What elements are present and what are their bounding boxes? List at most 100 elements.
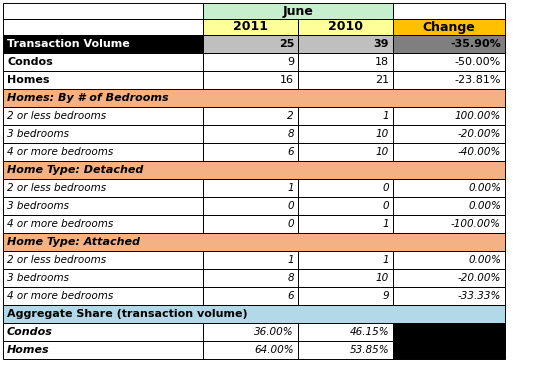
Text: 10: 10 bbox=[376, 147, 389, 157]
Bar bbox=[298, 287, 393, 305]
Bar bbox=[3, 215, 203, 233]
Bar bbox=[203, 197, 298, 215]
Bar bbox=[3, 179, 203, 197]
Text: 46.15%: 46.15% bbox=[349, 327, 389, 337]
Text: 0: 0 bbox=[382, 201, 389, 211]
Text: 0.00%: 0.00% bbox=[468, 201, 501, 211]
Text: -23.81%: -23.81% bbox=[454, 75, 501, 85]
Bar bbox=[298, 341, 393, 359]
Text: -50.00%: -50.00% bbox=[455, 57, 501, 67]
Text: 2 or less bedrooms: 2 or less bedrooms bbox=[7, 255, 106, 265]
Text: Change: Change bbox=[422, 21, 475, 33]
Text: 36.00%: 36.00% bbox=[254, 327, 294, 337]
Bar bbox=[393, 53, 505, 71]
Bar bbox=[203, 53, 298, 71]
Text: Homes: Homes bbox=[7, 345, 50, 355]
Bar bbox=[3, 107, 203, 125]
Text: 21: 21 bbox=[375, 75, 389, 85]
Bar bbox=[203, 179, 298, 197]
Text: 3 bedrooms: 3 bedrooms bbox=[7, 201, 69, 211]
Text: 9: 9 bbox=[382, 291, 389, 301]
Text: -20.00%: -20.00% bbox=[458, 273, 501, 283]
Bar bbox=[203, 341, 298, 359]
Text: 4 or more bedrooms: 4 or more bedrooms bbox=[7, 147, 113, 157]
Text: Home Type: Detached: Home Type: Detached bbox=[7, 165, 144, 175]
Text: 3 bedrooms: 3 bedrooms bbox=[7, 129, 69, 139]
Bar bbox=[393, 107, 505, 125]
Text: 4 or more bedrooms: 4 or more bedrooms bbox=[7, 291, 113, 301]
Text: -40.00%: -40.00% bbox=[458, 147, 501, 157]
Text: 2 or less bedrooms: 2 or less bedrooms bbox=[7, 183, 106, 193]
Text: 1: 1 bbox=[287, 183, 294, 193]
Text: -33.33%: -33.33% bbox=[458, 291, 501, 301]
Text: 2010: 2010 bbox=[328, 21, 363, 33]
Bar bbox=[3, 19, 203, 35]
Text: 0: 0 bbox=[287, 201, 294, 211]
Text: Condos: Condos bbox=[7, 327, 53, 337]
Bar bbox=[393, 269, 505, 287]
Bar bbox=[298, 179, 393, 197]
Bar bbox=[298, 19, 393, 35]
Text: 1: 1 bbox=[287, 255, 294, 265]
Bar bbox=[3, 233, 505, 251]
Text: 9: 9 bbox=[287, 57, 294, 67]
Bar bbox=[3, 53, 203, 71]
Bar bbox=[3, 35, 203, 53]
Bar bbox=[393, 143, 505, 161]
Bar bbox=[203, 125, 298, 143]
Bar bbox=[298, 35, 393, 53]
Bar bbox=[3, 341, 203, 359]
Bar bbox=[203, 269, 298, 287]
Text: 100.00%: 100.00% bbox=[455, 111, 501, 121]
Bar bbox=[203, 35, 298, 53]
Text: Homes: Homes bbox=[7, 75, 50, 85]
Text: 8: 8 bbox=[287, 273, 294, 283]
Text: 8: 8 bbox=[287, 129, 294, 139]
Bar bbox=[298, 269, 393, 287]
Text: 2011: 2011 bbox=[233, 21, 268, 33]
Bar bbox=[203, 3, 393, 19]
Bar bbox=[203, 287, 298, 305]
Text: 4 or more bedrooms: 4 or more bedrooms bbox=[7, 219, 113, 229]
Bar bbox=[203, 143, 298, 161]
Bar bbox=[203, 251, 298, 269]
Text: Transaction Volume: Transaction Volume bbox=[7, 39, 130, 49]
Text: 25: 25 bbox=[279, 39, 294, 49]
Text: Condos: Condos bbox=[7, 57, 53, 67]
Text: 64.00%: 64.00% bbox=[254, 345, 294, 355]
Bar bbox=[3, 3, 203, 19]
Bar bbox=[298, 197, 393, 215]
Bar bbox=[3, 197, 203, 215]
Bar bbox=[393, 19, 505, 35]
Text: 53.85%: 53.85% bbox=[349, 345, 389, 355]
Text: 6: 6 bbox=[287, 291, 294, 301]
Bar bbox=[203, 19, 298, 35]
Text: 0.00%: 0.00% bbox=[468, 183, 501, 193]
Text: 3 bedrooms: 3 bedrooms bbox=[7, 273, 69, 283]
Bar bbox=[298, 53, 393, 71]
Text: 10: 10 bbox=[376, 273, 389, 283]
Bar bbox=[3, 125, 203, 143]
Bar bbox=[3, 89, 505, 107]
Bar bbox=[298, 323, 393, 341]
Text: June: June bbox=[283, 4, 313, 18]
Bar bbox=[393, 251, 505, 269]
Bar bbox=[3, 287, 203, 305]
Bar bbox=[393, 35, 505, 53]
Bar bbox=[3, 71, 203, 89]
Text: 0: 0 bbox=[382, 183, 389, 193]
Text: -20.00%: -20.00% bbox=[458, 129, 501, 139]
Bar bbox=[393, 125, 505, 143]
Bar bbox=[393, 3, 505, 19]
Text: Home Type: Attached: Home Type: Attached bbox=[7, 237, 140, 247]
Bar bbox=[393, 341, 505, 359]
Text: -35.90%: -35.90% bbox=[450, 39, 501, 49]
Text: 18: 18 bbox=[375, 57, 389, 67]
Bar bbox=[393, 287, 505, 305]
Bar bbox=[393, 215, 505, 233]
Bar bbox=[203, 71, 298, 89]
Bar bbox=[3, 305, 505, 323]
Text: Homes: By # of Bedrooms: Homes: By # of Bedrooms bbox=[7, 93, 169, 103]
Bar bbox=[393, 323, 505, 341]
Text: 0: 0 bbox=[287, 219, 294, 229]
